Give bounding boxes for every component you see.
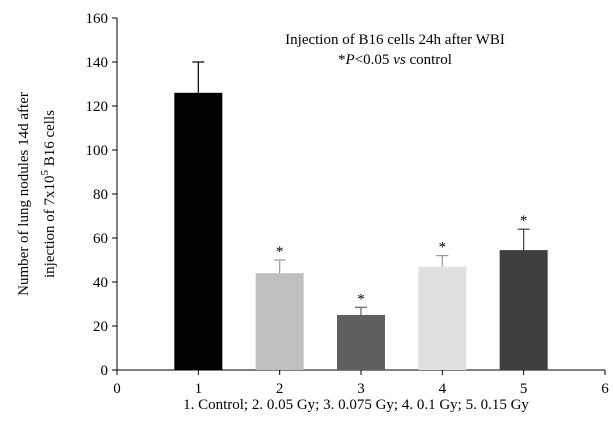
annotation-part: * xyxy=(338,52,346,68)
x-tick-label: 3 xyxy=(357,381,365,397)
annotation-part: control xyxy=(406,52,452,68)
y-axis-label-part: injection of 7x10 xyxy=(42,176,58,278)
y-axis-label-part: B16 cells xyxy=(42,110,58,170)
x-axis-label: 1. Control; 2. 0.05 Gy; 3. 0.075 Gy; 4. … xyxy=(183,397,529,413)
x-tick-label: 2 xyxy=(276,381,284,397)
annotation-part: <0.05 xyxy=(355,52,393,68)
y-tick-label: 140 xyxy=(86,55,109,71)
y-tick-label: 80 xyxy=(93,187,108,203)
y-tick-label: 100 xyxy=(86,143,109,159)
y-axis-label: injection of 7x105 B16 cells xyxy=(39,110,58,278)
bar xyxy=(337,315,385,370)
bar xyxy=(174,92,223,371)
x-tick-label: 0 xyxy=(113,381,121,397)
y-tick-label: 20 xyxy=(93,319,108,335)
annotation: Injection of B16 cells 24h after WBI xyxy=(285,32,505,48)
annotation-part: P xyxy=(345,52,355,68)
bar xyxy=(418,266,467,370)
bar xyxy=(499,250,548,370)
significance-marker: * xyxy=(357,291,365,307)
y-tick-label: 40 xyxy=(93,275,108,291)
y-tick-label: 160 xyxy=(86,11,109,27)
y-tick-label: 0 xyxy=(101,363,109,379)
x-tick-label: 5 xyxy=(520,381,528,397)
y-tick-label: 60 xyxy=(93,231,108,247)
significance-marker: * xyxy=(439,240,447,256)
x-tick-label: 4 xyxy=(439,381,447,397)
annotation-part: vs xyxy=(393,52,406,68)
bar xyxy=(255,273,304,370)
y-tick-label: 120 xyxy=(86,99,109,115)
x-tick-label: 6 xyxy=(601,381,609,397)
y-axis-label-sup: 5 xyxy=(39,170,51,176)
x-tick-label: 1 xyxy=(195,381,203,397)
significance-marker: * xyxy=(520,213,528,229)
significance-marker: * xyxy=(276,244,284,260)
annotation: *P<0.05 vs control xyxy=(338,52,452,68)
y-axis-label: Number of lung nodules 14d after xyxy=(16,92,32,296)
